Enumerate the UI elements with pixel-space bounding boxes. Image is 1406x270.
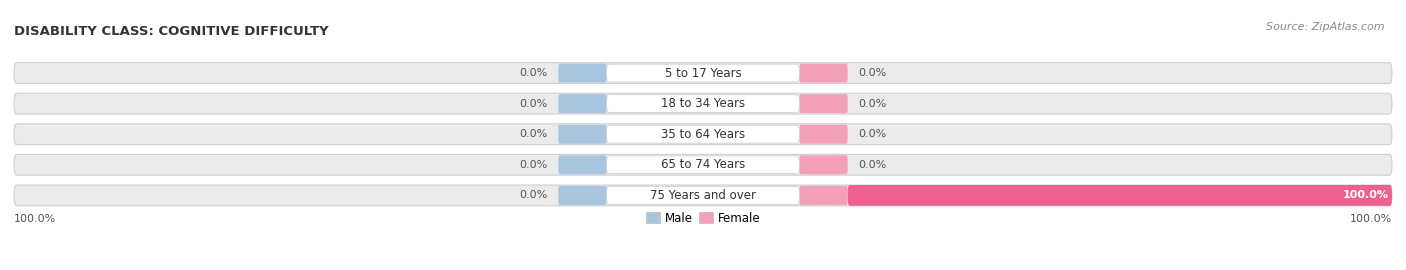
Text: 0.0%: 0.0% <box>858 68 886 78</box>
FancyBboxPatch shape <box>800 125 848 144</box>
FancyBboxPatch shape <box>606 187 800 204</box>
FancyBboxPatch shape <box>848 185 1392 206</box>
Text: 100.0%: 100.0% <box>1350 214 1392 224</box>
FancyBboxPatch shape <box>558 64 606 83</box>
Text: 0.0%: 0.0% <box>520 99 548 109</box>
FancyBboxPatch shape <box>606 125 800 143</box>
FancyBboxPatch shape <box>558 155 606 174</box>
Text: 35 to 64 Years: 35 to 64 Years <box>661 128 745 141</box>
Text: 75 Years and over: 75 Years and over <box>650 189 756 202</box>
FancyBboxPatch shape <box>606 95 800 113</box>
FancyBboxPatch shape <box>606 156 800 174</box>
FancyBboxPatch shape <box>558 94 606 113</box>
Text: 100.0%: 100.0% <box>1343 190 1389 200</box>
FancyBboxPatch shape <box>14 124 1392 145</box>
FancyBboxPatch shape <box>14 93 1392 114</box>
FancyBboxPatch shape <box>14 63 1392 83</box>
Text: Source: ZipAtlas.com: Source: ZipAtlas.com <box>1267 22 1385 32</box>
Text: 0.0%: 0.0% <box>858 129 886 139</box>
FancyBboxPatch shape <box>800 155 848 174</box>
Text: 0.0%: 0.0% <box>520 68 548 78</box>
Text: DISABILITY CLASS: COGNITIVE DIFFICULTY: DISABILITY CLASS: COGNITIVE DIFFICULTY <box>14 25 329 38</box>
FancyBboxPatch shape <box>800 186 848 205</box>
Text: 18 to 34 Years: 18 to 34 Years <box>661 97 745 110</box>
Text: 100.0%: 100.0% <box>14 214 56 224</box>
Text: 0.0%: 0.0% <box>520 190 548 200</box>
Legend: Male, Female: Male, Female <box>641 207 765 229</box>
FancyBboxPatch shape <box>14 154 1392 175</box>
FancyBboxPatch shape <box>558 125 606 144</box>
Text: 0.0%: 0.0% <box>520 160 548 170</box>
FancyBboxPatch shape <box>800 64 848 83</box>
Text: 0.0%: 0.0% <box>520 129 548 139</box>
Text: 0.0%: 0.0% <box>858 160 886 170</box>
FancyBboxPatch shape <box>606 64 800 82</box>
FancyBboxPatch shape <box>558 186 606 205</box>
Text: 65 to 74 Years: 65 to 74 Years <box>661 158 745 171</box>
FancyBboxPatch shape <box>14 185 1392 206</box>
Text: 5 to 17 Years: 5 to 17 Years <box>665 67 741 80</box>
FancyBboxPatch shape <box>800 94 848 113</box>
Text: 0.0%: 0.0% <box>858 99 886 109</box>
